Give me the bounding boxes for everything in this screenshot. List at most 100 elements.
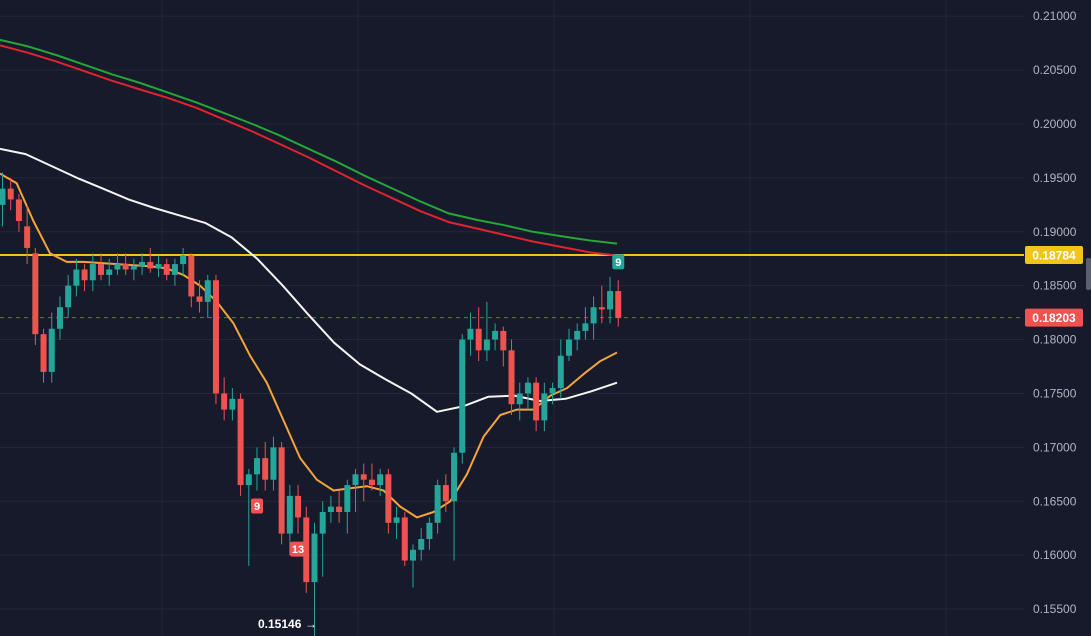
moving-average-line [0,38,618,245]
candle [549,382,556,405]
price-tick-label: 0.16000 [1033,548,1077,562]
candle [467,312,474,356]
candle-body [590,307,597,324]
candle-body [229,398,236,410]
candle [475,307,482,362]
price-tick-label: 0.20500 [1033,63,1077,77]
candle-body [155,264,162,269]
candle-body [295,495,302,518]
candle [393,506,400,539]
candle-body [574,330,581,340]
candle [574,323,581,351]
candle-body [607,291,614,310]
candle [598,285,605,324]
candle [524,377,531,410]
candle-body [106,269,113,275]
candle-body [15,199,22,221]
current-price-tag-bg [1025,308,1083,327]
candle [303,506,310,593]
candle [557,339,564,399]
candle [237,393,244,496]
price-tick-label: 0.17500 [1033,386,1077,400]
candle-body [467,328,474,340]
candle-body [500,330,507,351]
candle-body [221,393,228,410]
sequence-marker: 9 [251,498,264,514]
sequence-marker: 13 [290,541,307,557]
candle [56,296,63,340]
candle [7,177,14,211]
candle [270,436,277,491]
candle [582,307,589,340]
candle-body [0,188,6,205]
sequence-marker: 9 [612,254,625,270]
candle-body [24,226,31,248]
candle-body [360,474,367,480]
candle [32,247,39,345]
candle-body [237,398,244,486]
candle-body [615,291,622,318]
candle-body [434,485,441,523]
candle-body [311,533,318,583]
candle-body [327,506,334,513]
candle [410,544,416,588]
candle [442,474,449,513]
candle-body [147,261,154,269]
moving-average-line [0,44,618,257]
level-price-text: 0.18784 [1032,249,1076,263]
candle-body [401,517,408,561]
candle [196,280,203,313]
candle [368,463,375,491]
candle-body [278,447,285,534]
candle-body [410,549,416,561]
candle [180,247,187,275]
price-tick-label: 0.18500 [1033,279,1077,293]
candle [607,277,614,324]
candle [204,274,211,318]
candle [377,468,384,496]
candle-body [73,269,80,286]
sequence-marker-bg [612,254,625,270]
candle [508,339,515,416]
candle [65,274,72,318]
candle-body [122,264,129,270]
candle-body [319,512,326,534]
candle-body [377,474,384,486]
candle [483,301,490,362]
candle [385,468,392,534]
current-price-tag: 0.18203 [1025,308,1083,327]
level-price-tag-bg [1025,246,1083,265]
candle-body [40,334,47,372]
candle [401,512,408,566]
candle [89,253,96,292]
candle-body [557,355,564,389]
moving-average-line [0,172,618,519]
candle-body [286,495,293,534]
candle-body [81,269,88,281]
candle-body [114,264,121,270]
candle-body [212,280,219,394]
candle-body [139,261,146,267]
candle-body [385,474,392,523]
candle [73,258,80,297]
candle [360,463,367,502]
candle-body [549,388,556,394]
low-price-text: 0.15146 [258,617,302,631]
price-tick-label: 0.19000 [1033,225,1077,239]
current-price-text: 0.18203 [1032,311,1076,325]
candle [434,479,441,534]
candle [81,264,88,292]
candle-body [7,188,14,200]
axis-scroll-handle[interactable] [1086,258,1091,290]
candle [352,468,359,513]
candle [139,253,146,275]
candle [565,328,572,362]
price-axis-ticks: 0.21000 0.20500 0.20000 0.19500 0.19000 0.185… [1033,9,1077,616]
candle-body [492,330,499,340]
candles [0,172,622,636]
candle [451,447,458,561]
price-tick-label: 0.19500 [1033,171,1077,185]
candle-body [483,339,490,351]
